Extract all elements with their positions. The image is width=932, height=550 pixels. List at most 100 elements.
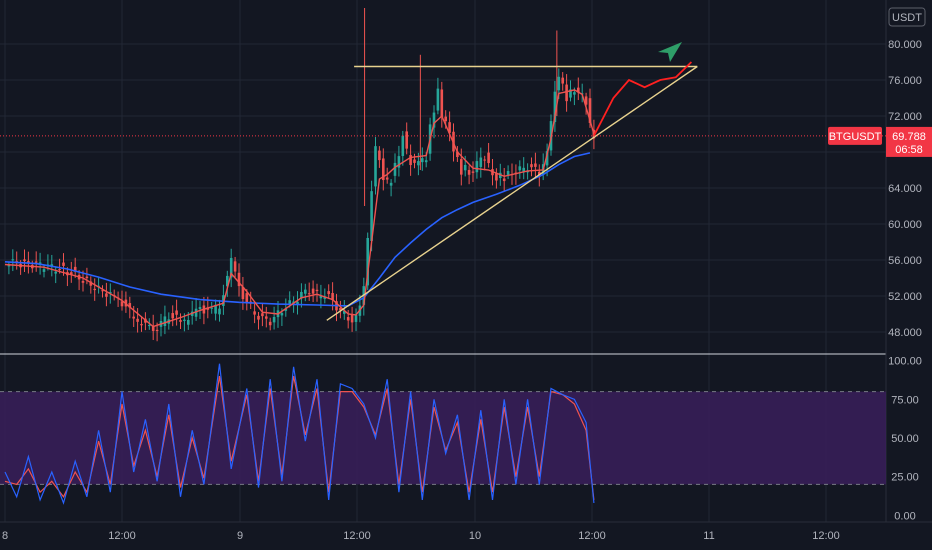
time-tick-label: 12:00 <box>343 530 371 542</box>
candle-body <box>561 77 564 84</box>
candle-body <box>413 159 416 163</box>
candle-body <box>140 324 143 326</box>
candle-body <box>11 259 15 261</box>
price-tick-label: 76.000 <box>888 75 922 87</box>
candle-body <box>502 178 506 182</box>
currency-label: USDT <box>892 12 922 24</box>
candle-body <box>436 88 440 111</box>
candle-body <box>109 292 112 294</box>
bullish-arrow-icon <box>658 42 682 62</box>
candle-body <box>475 161 479 173</box>
candle-body <box>198 307 202 310</box>
candle-body <box>565 84 568 102</box>
candle-body <box>34 261 38 263</box>
candle-body <box>54 271 57 274</box>
candle-body <box>315 289 319 292</box>
candle-body <box>268 321 272 326</box>
candle-body <box>545 151 549 166</box>
candle-body <box>401 135 405 156</box>
candle-body <box>506 171 510 175</box>
candle-body <box>421 158 424 163</box>
candle-body <box>378 150 381 161</box>
candle-body <box>265 316 268 319</box>
candle-body <box>385 177 389 180</box>
candle-body <box>487 152 490 164</box>
symbol-label: BTGUSDT <box>829 131 882 143</box>
candle-body <box>319 295 323 299</box>
candle-body <box>148 325 151 327</box>
candle-body <box>495 172 498 181</box>
candle-body <box>27 261 30 264</box>
candle-body <box>382 158 385 181</box>
candle-body <box>467 169 471 175</box>
candle-body <box>171 313 174 319</box>
candle-body <box>471 171 475 173</box>
candle-body <box>343 310 346 314</box>
candle-body <box>136 318 139 322</box>
candle-body <box>331 292 334 301</box>
candle-body <box>105 293 108 297</box>
candle-body <box>448 122 451 133</box>
candle-body <box>327 291 330 295</box>
candle-body <box>307 293 311 295</box>
time-tick-label: 8 <box>2 530 8 542</box>
candle-body <box>339 307 342 311</box>
candle-body <box>179 320 182 322</box>
candle-body <box>417 161 420 166</box>
candle-body <box>50 264 54 267</box>
candle-body <box>553 91 557 123</box>
candle-body <box>132 316 135 319</box>
oscillator-tick-label: 25.00 <box>891 472 919 484</box>
candle-body <box>210 307 213 309</box>
candle-body <box>354 314 358 322</box>
oscillator-tick-label: 100.00 <box>888 356 922 368</box>
candle-body <box>569 89 572 98</box>
candle-body <box>214 304 217 314</box>
candle-body <box>163 316 167 326</box>
candle-body <box>588 98 592 123</box>
candle-body <box>456 151 459 158</box>
candle-body <box>73 266 77 272</box>
candle-body <box>534 163 537 167</box>
candle-body <box>405 131 408 149</box>
candle-body <box>296 301 299 305</box>
candle-body <box>323 296 327 299</box>
time-tick-label: 12:00 <box>108 530 136 542</box>
candle-body <box>241 287 245 300</box>
candle-body <box>346 317 350 321</box>
candle-body <box>226 275 229 287</box>
candle-body <box>218 308 221 315</box>
candle-body <box>70 272 73 275</box>
support-trendline <box>326 65 698 321</box>
candle-body <box>350 314 354 323</box>
price-tick-label: 72.000 <box>888 111 922 123</box>
candle-body <box>23 259 26 262</box>
candle-body <box>233 261 237 272</box>
last-price-tag <box>886 126 932 157</box>
candle-body <box>128 303 132 308</box>
candle-body <box>183 319 186 321</box>
oscillator-tick-label: 75.00 <box>891 394 919 406</box>
time-tick-label: 11 <box>703 530 714 542</box>
price-tick-label: 56.000 <box>888 255 922 267</box>
symbol-tag <box>828 126 882 145</box>
ma-fast-line <box>4 89 595 328</box>
candle-body <box>194 308 198 317</box>
candle-body <box>253 311 256 315</box>
candle-body <box>93 288 96 291</box>
candle-body <box>272 316 276 323</box>
time-tick-label: 12:00 <box>578 530 606 542</box>
candle-body <box>229 257 233 278</box>
candle-body <box>155 329 159 332</box>
candle-body <box>38 262 42 265</box>
countdown-label: 06:58 <box>895 144 923 156</box>
oscillator-tick-label: 0.00 <box>894 510 915 522</box>
candle-body <box>237 272 241 287</box>
candle-body <box>284 308 288 311</box>
candle-body <box>58 269 61 271</box>
candle-body <box>89 281 93 286</box>
candle-body <box>300 291 303 299</box>
candle-body <box>440 89 444 118</box>
